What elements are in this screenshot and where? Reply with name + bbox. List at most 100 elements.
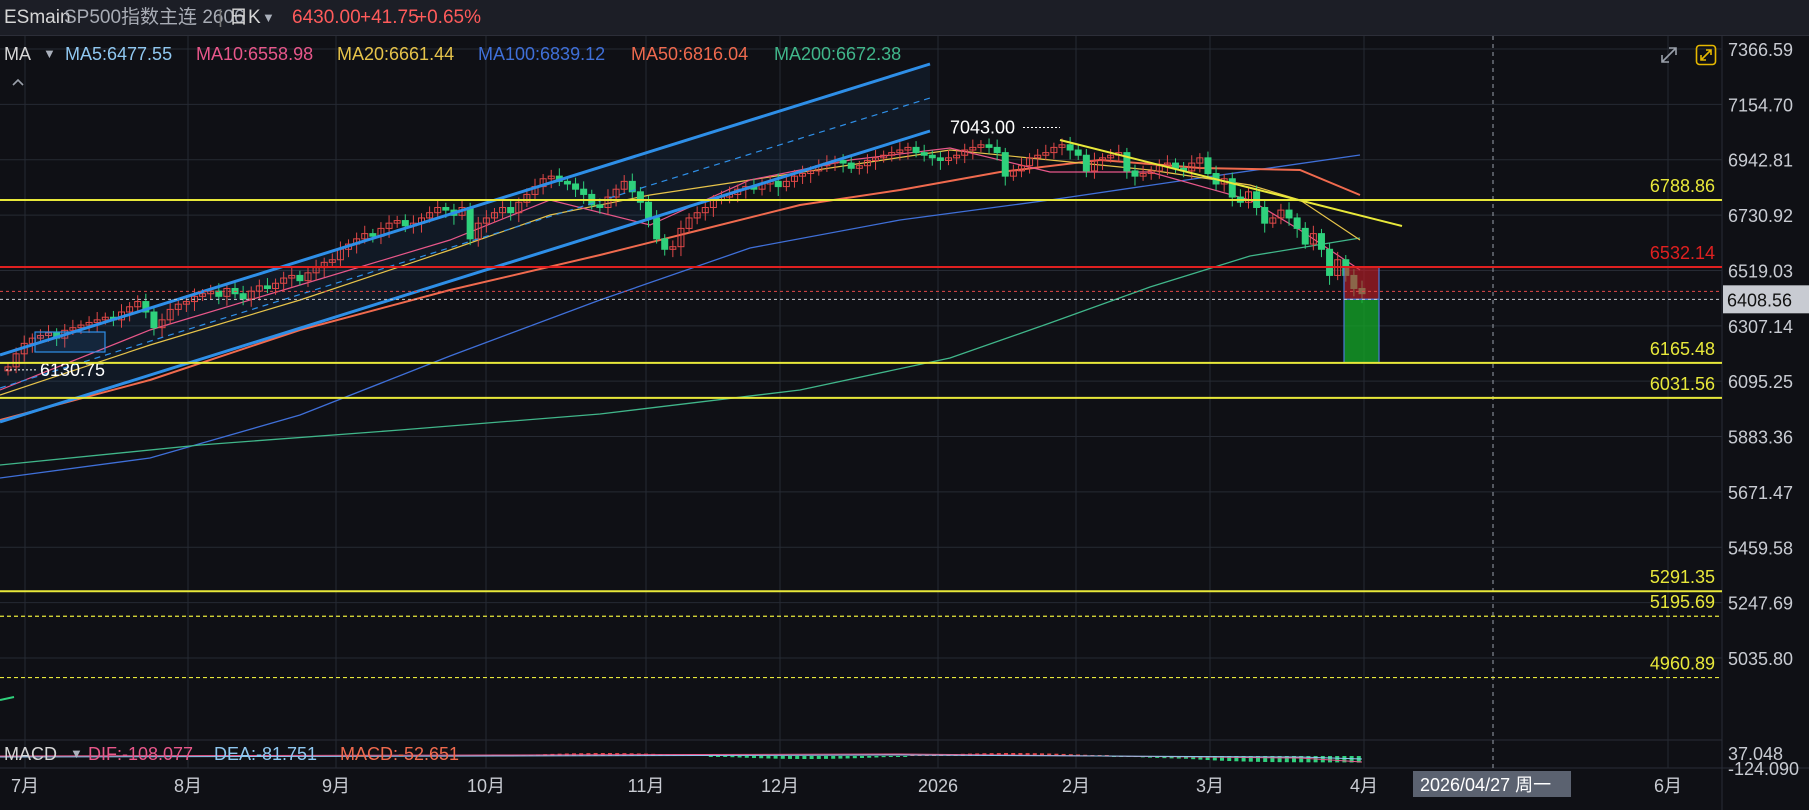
x-axis-label: 9月 [322, 776, 350, 796]
symbol-name[interactable]: SP500指数主连 2606 [64, 7, 245, 28]
macd-bar [766, 756, 771, 759]
candle-body [1163, 162, 1171, 167]
candle-body [936, 157, 944, 161]
candle-body [807, 170, 815, 175]
candle-body [977, 144, 985, 148]
macd-bar [716, 756, 720, 757]
fullscreen-icon[interactable] [1695, 44, 1717, 66]
candle-body [1009, 170, 1017, 177]
candle-body [1026, 157, 1034, 167]
macd-bar [1234, 756, 1239, 762]
macd-dropdown-icon[interactable]: ▼ [70, 746, 83, 761]
current-price-box [1723, 285, 1809, 314]
candle-body [490, 212, 498, 219]
candle-body [1228, 178, 1236, 198]
price-change-percent: +0.65% [416, 7, 481, 28]
macd-bar [881, 756, 886, 758]
level-label: 5291.35 [1650, 567, 1715, 587]
macd-bar [824, 756, 828, 759]
candle-body [393, 220, 401, 224]
macd-bar [1284, 756, 1289, 763]
high-annotation-label: 7043.00 [950, 118, 1015, 138]
macd-bar [1299, 756, 1304, 763]
macd-dea-value: DEA:-81.751 [214, 744, 318, 764]
drawings[interactable]: 7043.00 6130.75 [0, 36, 1494, 768]
candle-body [101, 316, 109, 321]
horizontal-levels[interactable]: 6788.86 6532.14 6165.48 6031.56 5291.35 5195.… [0, 176, 1722, 679]
macd-histogram [0, 696, 1363, 763]
crosshair-date-box [1413, 771, 1571, 797]
ma200-value: MA200:6672.38 [774, 44, 902, 64]
macd-indicator-label[interactable]: MACD [4, 744, 57, 764]
symbol-code[interactable]: ESmain [4, 7, 71, 28]
x-axis-label: 12月 [761, 776, 799, 796]
candle-body [1131, 170, 1139, 177]
macd-bar [1004, 753, 1008, 756]
candle-body [928, 154, 936, 159]
candle-body [247, 290, 255, 300]
candle-body [215, 290, 223, 297]
candle-body [993, 146, 1001, 154]
candle-body [661, 238, 669, 250]
candle-body [839, 159, 847, 164]
ma-dropdown-icon[interactable]: ▼ [43, 46, 56, 61]
expand-icon[interactable] [1659, 45, 1679, 65]
level-label: 6788.86 [1650, 176, 1715, 196]
period-dropdown-icon[interactable]: ▼ [262, 10, 275, 25]
candle-body [174, 303, 182, 310]
macd-bar [888, 756, 893, 757]
channel-lower-line[interactable] [0, 129, 931, 424]
candle-body [69, 327, 77, 331]
macd-bar [1205, 756, 1210, 761]
candle-body [142, 301, 150, 313]
candle-body [920, 152, 928, 156]
macd-bar [1040, 753, 1044, 756]
x-axis-label: 2026 [918, 776, 958, 796]
channel-mid-line[interactable] [0, 97, 931, 389]
candle-body [85, 321, 93, 326]
position-loss-zone[interactable] [1343, 266, 1380, 300]
ma-indicator-label[interactable]: MA [4, 44, 31, 64]
macd-bar [1076, 754, 1080, 756]
candle-body [572, 183, 580, 190]
candle-body [442, 206, 450, 211]
x-axis-label: 7月 [11, 776, 39, 796]
candle-body [888, 152, 896, 156]
candle-body [134, 301, 142, 308]
macd-axis-label: -124.090 [1728, 759, 1799, 779]
macd-bar [1212, 756, 1217, 761]
candle-body [1269, 217, 1277, 224]
candle-body [596, 204, 604, 208]
selection-box[interactable] [34, 331, 106, 353]
level-label: 6532.14 [1650, 243, 1715, 263]
candle-body [685, 217, 693, 229]
period-selector[interactable]: 日K [229, 7, 261, 28]
macd-bar [845, 756, 850, 759]
macd-bar [1335, 756, 1340, 763]
candle-body [1139, 173, 1147, 177]
candle-body [1058, 144, 1066, 148]
channel-upper-line[interactable] [0, 62, 931, 357]
ma50-value: MA50:6816.04 [631, 44, 749, 64]
macd-bar [788, 756, 792, 759]
macd-bar [802, 756, 807, 759]
candle-body [1042, 152, 1050, 156]
y-axis-tick-label: 6307.14 [1728, 317, 1793, 337]
candle-body [563, 180, 571, 185]
current-price-label: 6408.56 [1727, 290, 1792, 310]
macd-bar [730, 756, 735, 758]
y-axis-tick-label: 7366.59 [1728, 40, 1793, 60]
downtrend-line[interactable] [1059, 139, 1403, 227]
candle-body [304, 272, 312, 282]
candle-body [1326, 248, 1334, 276]
candle-body [653, 217, 661, 240]
grid [0, 36, 1809, 810]
position-profit-zone[interactable] [1343, 298, 1380, 364]
candlestick-chart[interactable]: 7043.00 6130.75 6788.86 6532.14 6165.48 6031… [0, 36, 1809, 810]
ma100-line [0, 154, 1361, 479]
candle-body [1293, 217, 1301, 229]
y-axis: 7366.59 7154.70 6942.81 6730.92 6519.03 6307.… [1723, 40, 1809, 779]
candle-body [701, 206, 709, 214]
x-axis-label: 10月 [467, 776, 505, 796]
collapse-chevron-icon[interactable] [10, 76, 26, 88]
